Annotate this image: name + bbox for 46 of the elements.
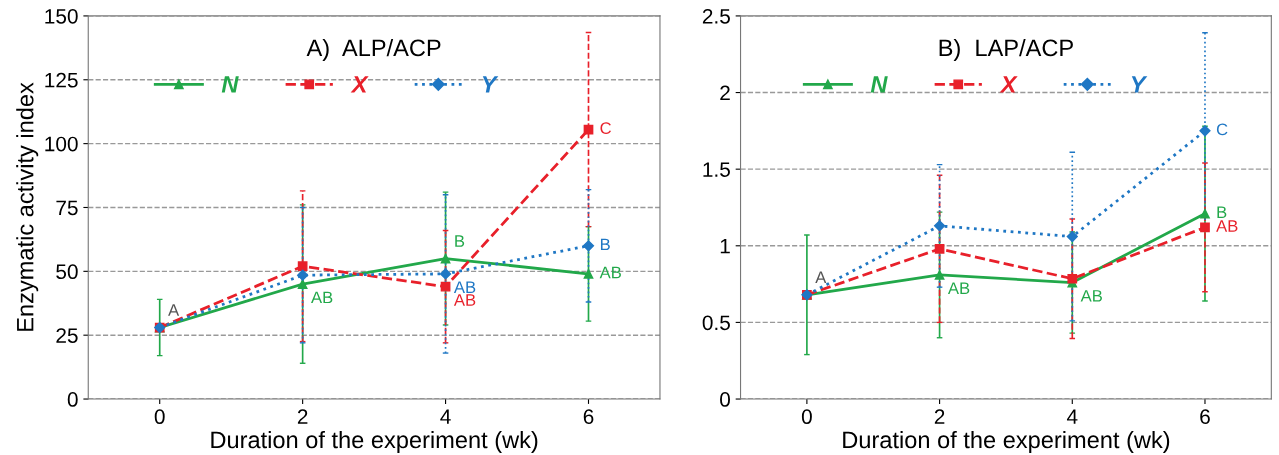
annotation: AB — [311, 291, 333, 304]
x-tick-label: 2 — [934, 409, 945, 424]
annotation: AB — [947, 282, 970, 294]
legend-label: N — [221, 76, 239, 93]
annotation: B — [1217, 206, 1227, 218]
annotation: C — [600, 122, 612, 135]
annotation: B — [455, 235, 465, 247]
y-tick-label: 1.5 — [703, 162, 730, 177]
annotation: A — [168, 304, 180, 316]
x-tick-label: 6 — [1200, 409, 1210, 425]
x-tick-label: 4 — [1066, 409, 1078, 424]
x-tick-label: 2 — [297, 409, 308, 424]
x-axis-title: Duration of the experiment (wk) — [843, 430, 1170, 453]
y-tick-label: 125 — [45, 72, 78, 88]
x-tick-label: 0 — [154, 409, 165, 425]
annotation: A — [815, 271, 827, 284]
legend-label: Y — [482, 76, 499, 93]
text: B) LAP/ACP — [939, 38, 1073, 61]
y-tick-label: 25 — [56, 328, 78, 343]
legend-label: X — [999, 76, 1018, 93]
legend-label: X — [350, 76, 369, 93]
y-tick-label: 0 — [67, 392, 78, 407]
annotation: AB — [599, 266, 621, 279]
y-tick-label: 1 — [720, 239, 730, 254]
x-tick-label: 0 — [801, 409, 812, 425]
y-tick-label: 50 — [56, 264, 78, 280]
annotation: C — [1216, 123, 1228, 136]
y-tick-label: 0 — [720, 392, 731, 407]
y-tick-label: 75 — [56, 200, 78, 216]
legend-label: N — [870, 76, 888, 93]
annotation: AB — [453, 281, 476, 293]
x-axis-title: Duration of the experiment (wk) — [211, 430, 538, 453]
annotation: B — [600, 238, 610, 251]
legend-label: Y — [1131, 76, 1148, 93]
y-tick-label: 2 — [720, 85, 730, 101]
annotation: AB — [1080, 290, 1102, 302]
y-tick-label: 2.5 — [702, 8, 730, 24]
y-axis-title: Enzymatic activity index — [16, 82, 39, 331]
text: A) ALP/ACP — [306, 38, 441, 61]
y-tick-label: 100 — [45, 136, 78, 152]
annotation: AB — [1216, 220, 1238, 232]
x-tick-label: 6 — [583, 409, 594, 425]
y-tick-label: 150 — [45, 8, 78, 24]
x-tick-label: 4 — [440, 409, 451, 424]
annotation: AB — [453, 294, 476, 306]
y-tick-label: 0.5 — [702, 315, 730, 331]
